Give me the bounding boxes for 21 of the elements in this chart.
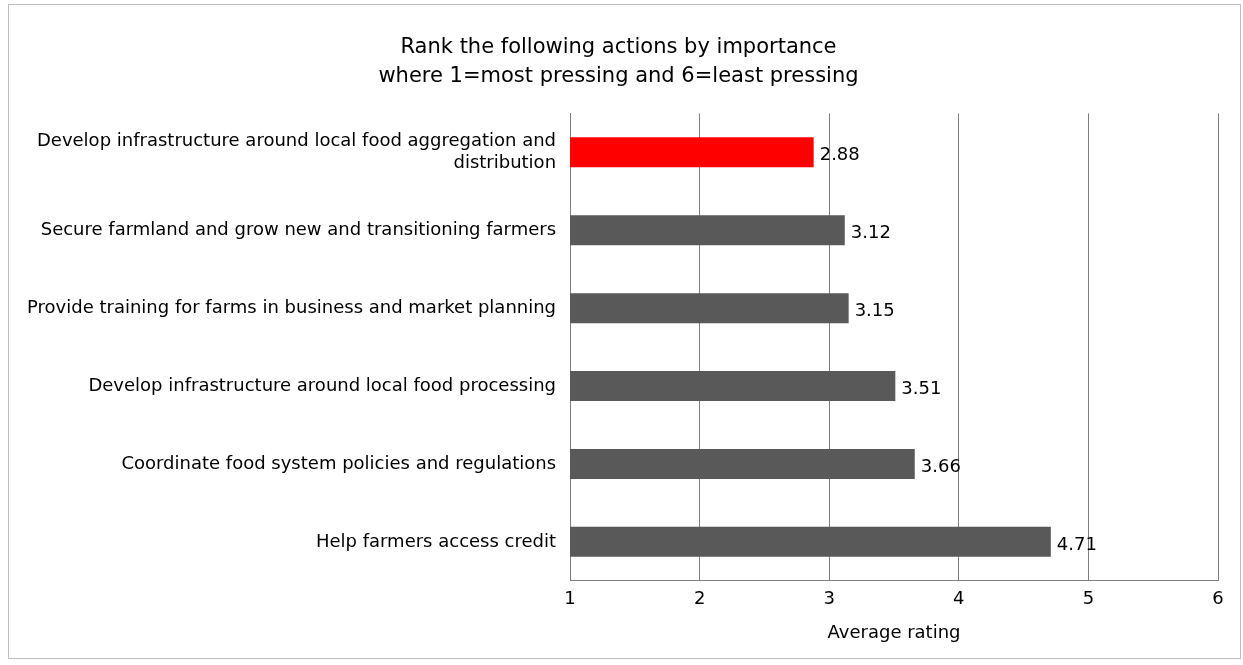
y-tick-label: Help farmers access credit xyxy=(315,529,557,551)
x-tick-label: 6 xyxy=(1212,587,1224,609)
data-label: 2.88 xyxy=(819,143,860,165)
y-tick-label: Develop infrastructure around local food processing xyxy=(88,373,557,395)
data-label: 4.71 xyxy=(1056,532,1097,554)
data-label: 3.12 xyxy=(850,220,891,242)
y-tick-label: Develop infrastructure around local food aggregation and distribution xyxy=(36,129,557,172)
x-tick-label: 5 xyxy=(1082,587,1095,609)
y-tick-label: Secure farmland and grow new and transitioning farmers xyxy=(40,217,557,239)
chart-subtitle: where 1=most pressing and 6=least pressing xyxy=(378,63,859,88)
x-tick-label: 3 xyxy=(823,587,835,609)
data-label: 3.66 xyxy=(920,454,961,476)
data-label: 3.15 xyxy=(854,298,895,320)
y-tick-label: Provide training for farms in business and market planning xyxy=(26,295,557,317)
x-axis-title: Average rating xyxy=(827,620,961,642)
data-label: 3.51 xyxy=(901,376,942,398)
x-tick-label: 4 xyxy=(953,587,965,609)
chart-title: Rank the following actions by importance xyxy=(400,34,837,59)
x-tick-label: 1 xyxy=(564,587,576,609)
y-tick-label: Coordinate food system policies and regulations xyxy=(121,451,557,473)
x-tick-label: 2 xyxy=(693,587,706,609)
